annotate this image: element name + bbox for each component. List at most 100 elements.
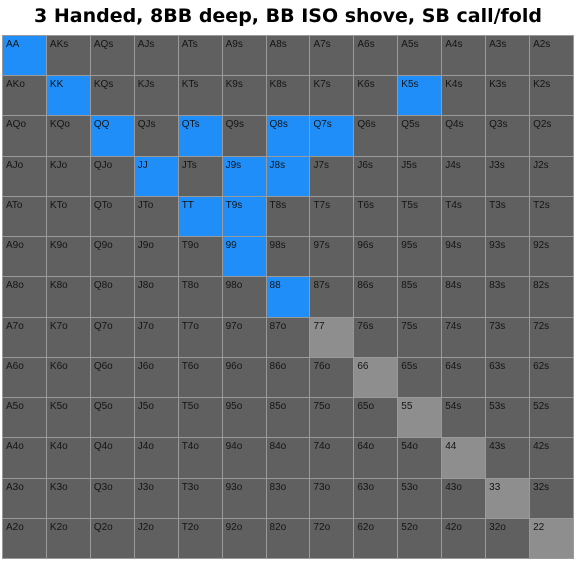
hand-cell-87s: 87s: [310, 277, 354, 317]
hand-cell-qjs: QJs: [134, 116, 178, 156]
hand-cell-t5o: T5o: [178, 398, 222, 438]
hand-cell-92o: 92o: [222, 518, 266, 558]
hand-cell-q5o: Q5o: [90, 398, 134, 438]
hand-cell-87o: 87o: [266, 317, 310, 357]
hand-cell-33: 33: [486, 478, 530, 518]
hand-cell-j7o: J7o: [134, 317, 178, 357]
hand-cell-73o: 73o: [310, 478, 354, 518]
hand-cell-85o: 85o: [266, 398, 310, 438]
hand-cell-j3s: J3s: [486, 156, 530, 196]
hand-cell-a3s: A3s: [486, 36, 530, 76]
hand-cell-j4o: J4o: [134, 438, 178, 478]
hand-cell-85s: 85s: [398, 277, 442, 317]
hand-cell-q2o: Q2o: [90, 518, 134, 558]
hand-cell-82s: 82s: [530, 277, 573, 317]
hand-cell-q9s: Q9s: [222, 116, 266, 156]
hand-cell-q3s: Q3s: [486, 116, 530, 156]
hand-cell-75o: 75o: [310, 398, 354, 438]
hand-cell-kjo: KJo: [46, 156, 90, 196]
hand-cell-k4s: K4s: [442, 76, 486, 116]
hand-cell-tt: TT: [178, 196, 222, 237]
hand-cell-ajs: AJs: [134, 36, 178, 76]
hand-cell-76s: 76s: [354, 317, 398, 357]
hand-cell-q3o: Q3o: [90, 478, 134, 518]
hand-cell-j6s: J6s: [354, 156, 398, 196]
hand-cell-a8s: A8s: [266, 36, 310, 76]
hand-cell-82o: 82o: [266, 518, 310, 558]
hand-cell-96s: 96s: [354, 237, 398, 277]
hand-cell-42s: 42s: [530, 438, 573, 478]
hand-cell-62s: 62s: [530, 357, 573, 398]
hand-cell-q4s: Q4s: [442, 116, 486, 156]
hand-cell-qts: QTs: [178, 116, 222, 156]
hand-cell-a7s: A7s: [310, 36, 354, 76]
chart-title: 3 Handed, 8BB deep, BB ISO shove, SB cal…: [34, 5, 542, 27]
hand-cell-43o: 43o: [442, 478, 486, 518]
hand-cell-k5s: K5s: [398, 76, 442, 116]
hand-cell-t3s: T3s: [486, 196, 530, 237]
hand-cell-kqo: KQo: [46, 116, 90, 156]
hand-cell-jts: JTs: [178, 156, 222, 196]
hand-cell-a5s: A5s: [398, 36, 442, 76]
hand-cell-jto: JTo: [134, 196, 178, 237]
hand-cell-97s: 97s: [310, 237, 354, 277]
hand-cell-86o: 86o: [266, 357, 310, 398]
hand-cell-66: 66: [354, 357, 398, 398]
hand-cell-t4o: T4o: [178, 438, 222, 478]
hand-cell-q8s: Q8s: [266, 116, 310, 156]
hand-cell-74o: 74o: [310, 438, 354, 478]
hand-cell-j5s: J5s: [398, 156, 442, 196]
hand-cell-42o: 42o: [442, 518, 486, 558]
hand-cell-q7s: Q7s: [310, 116, 354, 156]
hand-cell-73s: 73s: [486, 317, 530, 357]
hand-cell-q6o: Q6o: [90, 357, 134, 398]
hand-cell-q6s: Q6s: [354, 116, 398, 156]
hand-cell-ato: ATo: [3, 196, 46, 237]
hand-cell-a9s: A9s: [222, 36, 266, 76]
hand-cell-a6o: A6o: [3, 357, 46, 398]
hand-cell-54o: 54o: [398, 438, 442, 478]
hand-cell-k7s: K7s: [310, 76, 354, 116]
hand-cell-t5s: T5s: [398, 196, 442, 237]
hand-cell-j2o: J2o: [134, 518, 178, 558]
hand-cell-k6s: K6s: [354, 76, 398, 116]
hand-cell-qq: QQ: [90, 116, 134, 156]
hand-cell-a3o: A3o: [3, 478, 46, 518]
hand-cell-a6s: A6s: [354, 36, 398, 76]
hand-cell-k9s: K9s: [222, 76, 266, 116]
hand-cell-aqs: AQs: [90, 36, 134, 76]
hand-cell-a9o: A9o: [3, 237, 46, 277]
hand-cell-84s: 84s: [442, 277, 486, 317]
hand-cell-j4s: J4s: [442, 156, 486, 196]
hand-cell-t2o: T2o: [178, 518, 222, 558]
hand-cell-a7o: A7o: [3, 317, 46, 357]
hand-cell-86s: 86s: [354, 277, 398, 317]
hand-cell-t8s: T8s: [266, 196, 310, 237]
hand-cell-k8s: K8s: [266, 76, 310, 116]
hand-cell-64o: 64o: [354, 438, 398, 478]
hand-cell-j2s: J2s: [530, 156, 573, 196]
hand-cell-88: 88: [266, 277, 310, 317]
hand-cell-j5o: J5o: [134, 398, 178, 438]
hand-cell-k8o: K8o: [46, 277, 90, 317]
hand-cell-72s: 72s: [530, 317, 573, 357]
hand-cell-75s: 75s: [398, 317, 442, 357]
hand-cell-55: 55: [398, 398, 442, 438]
hand-cell-aks: AKs: [46, 36, 90, 76]
hand-cell-j3o: J3o: [134, 478, 178, 518]
hand-cell-22: 22: [530, 518, 573, 558]
hand-cell-74s: 74s: [442, 317, 486, 357]
hand-cell-ats: ATs: [178, 36, 222, 76]
hand-cell-92s: 92s: [530, 237, 573, 277]
hand-cell-54s: 54s: [442, 398, 486, 438]
hand-cell-64s: 64s: [442, 357, 486, 398]
hand-cell-44: 44: [442, 438, 486, 478]
hand-cell-q7o: Q7o: [90, 317, 134, 357]
hand-cell-k3o: K3o: [46, 478, 90, 518]
hand-cell-53s: 53s: [486, 398, 530, 438]
hand-cell-j8o: J8o: [134, 277, 178, 317]
hand-cell-83s: 83s: [486, 277, 530, 317]
hand-cell-63s: 63s: [486, 357, 530, 398]
hand-cell-jj: JJ: [134, 156, 178, 196]
hand-cell-t6s: T6s: [354, 196, 398, 237]
